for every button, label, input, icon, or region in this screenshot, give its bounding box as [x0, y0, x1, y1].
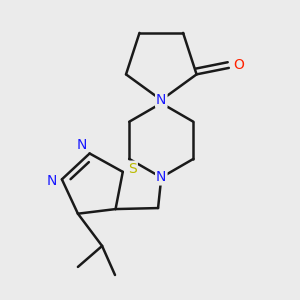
Text: N: N — [156, 93, 166, 107]
Text: N: N — [47, 174, 57, 188]
Text: N: N — [156, 170, 166, 184]
Text: S: S — [128, 162, 137, 176]
Text: O: O — [233, 58, 244, 72]
Text: N: N — [76, 138, 87, 152]
